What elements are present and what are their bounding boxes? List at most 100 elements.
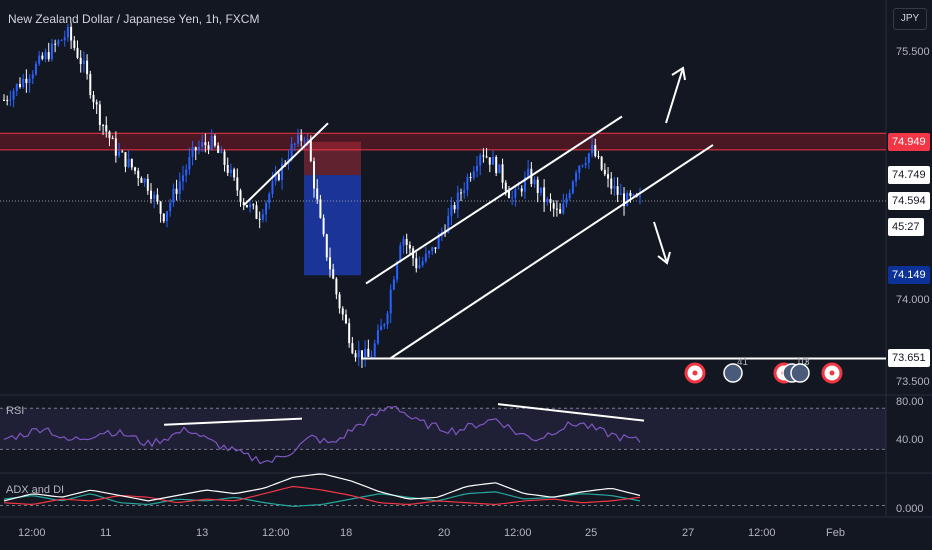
- candle-body: [223, 151, 226, 166]
- candle-body: [297, 134, 300, 144]
- candle-body: [57, 40, 60, 45]
- resistance-level-badge: 74.949: [888, 132, 930, 151]
- candle-body: [54, 43, 57, 45]
- candle-body: [546, 198, 549, 203]
- up-arrow-head: [671, 66, 686, 81]
- candle-body: [213, 135, 216, 146]
- candle-body: [386, 313, 389, 325]
- candle-body: [555, 208, 558, 210]
- candle-body: [472, 171, 475, 178]
- candle-body: [3, 99, 5, 101]
- resistance-zone: [0, 132, 886, 276]
- event-marker[interactable]: [684, 362, 706, 384]
- candle-body: [581, 165, 584, 167]
- event-dot-center: [829, 370, 835, 376]
- candle-body: [82, 60, 85, 65]
- candle-body: [610, 178, 613, 189]
- candle-body: [114, 138, 117, 156]
- candle-body: [578, 165, 581, 173]
- time-tick: 13: [196, 527, 209, 539]
- candle-body: [376, 330, 379, 344]
- candle-body: [360, 350, 363, 360]
- candle-body: [15, 84, 18, 92]
- channel-upper-line: [365, 115, 623, 285]
- candle-body: [306, 139, 309, 141]
- candle-body: [95, 102, 98, 105]
- candle-body: [89, 74, 92, 95]
- candle-body: [364, 348, 367, 360]
- candle-body: [328, 257, 331, 270]
- candle-body: [325, 234, 328, 258]
- drawings: [243, 66, 886, 360]
- stop-loss-box: [304, 141, 361, 176]
- candle-body: [185, 169, 188, 176]
- candle-body: [536, 179, 539, 193]
- candle-body: [453, 204, 456, 210]
- candle-body: [408, 244, 411, 249]
- candle-body: [204, 142, 207, 146]
- event-marker[interactable]: [821, 362, 843, 384]
- price-tick: 74.000: [896, 294, 930, 306]
- chart-title: New Zealand Dollar / Japanese Yen, 1h, F…: [8, 12, 260, 26]
- candle-body: [258, 218, 261, 220]
- adx-tick: 0.000: [896, 503, 924, 515]
- candle-body: [137, 170, 140, 179]
- candle-body: [322, 217, 325, 235]
- candle-body: [437, 235, 440, 249]
- trendline-short: [243, 122, 329, 206]
- candle-body: [233, 169, 236, 178]
- event-flag: [790, 363, 810, 383]
- candle-body: [70, 26, 73, 41]
- time-tick: 11: [100, 527, 112, 539]
- candle-body: [50, 43, 53, 60]
- candle-body: [194, 147, 197, 151]
- candle-body: [504, 182, 507, 191]
- candle-body: [632, 194, 635, 197]
- candle-body: [60, 40, 63, 42]
- candle-body: [121, 151, 124, 153]
- candle-body: [600, 156, 603, 170]
- candle-body: [456, 192, 459, 210]
- candle-body: [165, 211, 168, 222]
- candle-body: [169, 202, 172, 212]
- candle-body: [6, 99, 9, 101]
- candle-body: [520, 188, 523, 192]
- countdown-badge: 45:27: [888, 217, 924, 236]
- candle-body: [616, 186, 619, 195]
- candle-body: [539, 187, 542, 193]
- currency-button[interactable]: JPY: [893, 8, 927, 30]
- candle-body: [134, 167, 137, 171]
- candle-body: [38, 55, 41, 64]
- candle-body: [511, 197, 514, 199]
- candle-body: [607, 174, 610, 179]
- rsi-pane: [0, 403, 886, 465]
- candle-body: [175, 188, 178, 194]
- rsi-tick: 80.00: [896, 396, 924, 408]
- candle-body: [76, 47, 79, 58]
- candle-body: [344, 314, 347, 324]
- adx-line: [3, 473, 641, 502]
- candle-body: [543, 187, 546, 203]
- candle-body: [565, 198, 568, 204]
- candle-body: [373, 343, 376, 357]
- candle-body: [197, 146, 200, 151]
- candle-body: [127, 158, 130, 167]
- event-marker[interactable]: 41: [723, 357, 749, 383]
- candle-body: [102, 124, 105, 126]
- di-minus-line: [3, 485, 641, 506]
- candle-body: [523, 176, 526, 192]
- candle-body: [118, 151, 121, 156]
- candle-body: [354, 353, 357, 358]
- candle-body: [217, 145, 220, 153]
- candle-body: [281, 163, 284, 180]
- candle-body: [447, 215, 450, 233]
- candle-body: [105, 125, 108, 132]
- candle-body: [150, 190, 153, 199]
- candle-body: [533, 179, 536, 184]
- candle-body: [418, 265, 421, 269]
- event-marker[interactable]: 3: [790, 357, 810, 383]
- candle-body: [357, 350, 360, 358]
- event-markers[interactable]: 41 103: [684, 357, 843, 384]
